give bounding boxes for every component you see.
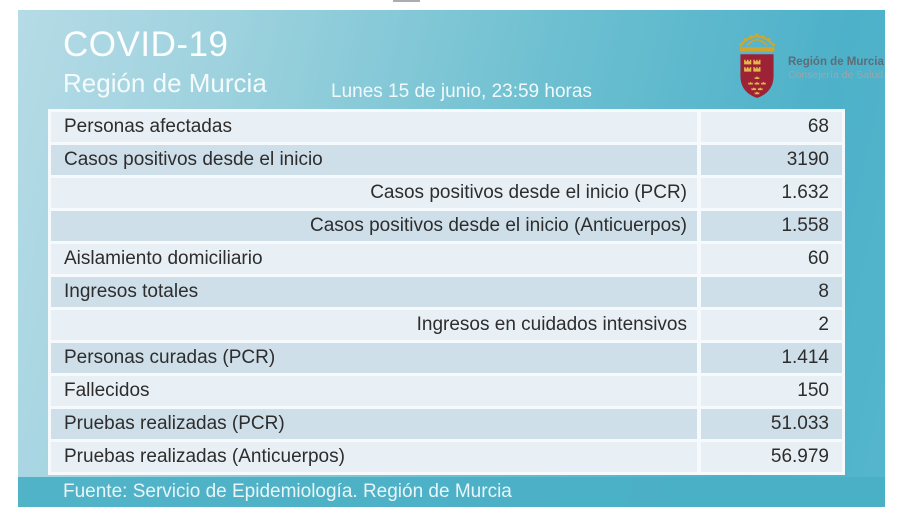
source-text: Fuente: Servicio de Epidemiología. Regió… [63, 481, 512, 502]
row-value: 1.632 [701, 178, 842, 208]
logo-org: Región de Murcia [788, 56, 884, 68]
row-value: 2 [701, 310, 842, 340]
row-value: 60 [701, 244, 842, 274]
table-row: Aislamiento domiciliario 60 [51, 244, 842, 274]
covid-report-card: COVID-19 Región de Murcia Lunes 15 de ju… [18, 10, 885, 507]
row-value: 56.979 [701, 442, 842, 472]
row-value: 1.558 [701, 211, 842, 241]
table-row: Personas curadas (PCR) 1.414 [51, 343, 842, 373]
top-edge-mark [393, 0, 420, 2]
row-label: Ingresos en cuidados intensivos [51, 310, 697, 340]
row-label: Casos positivos desde el inicio [51, 145, 697, 175]
table-row: Ingresos en cuidados intensivos 2 [51, 310, 842, 340]
page-title: COVID-19 [63, 25, 229, 64]
row-label: Aislamiento domiciliario [51, 244, 697, 274]
row-value: 51.033 [701, 409, 842, 439]
row-label: Fallecidos [51, 376, 697, 406]
row-value: 68 [701, 112, 842, 142]
table-row: Pruebas realizadas (Anticuerpos) 56.979 [51, 442, 842, 472]
row-label: Personas afectadas [51, 112, 697, 142]
table-row: Personas afectadas 68 [51, 112, 842, 142]
crowns [748, 76, 766, 95]
table-row: Pruebas realizadas (PCR) 51.033 [51, 409, 842, 439]
row-label: Casos positivos desde el inicio (Anticue… [51, 211, 697, 241]
table-row: Casos positivos desde el inicio (Anticue… [51, 211, 842, 241]
region-subtitle: Región de Murcia [63, 68, 267, 98]
logo-dept: Consejería de Salud [788, 69, 884, 81]
footer-bar: Fuente: Servicio de Epidemiología. Regió… [18, 477, 885, 507]
logo-text: Región de Murcia Consejería de Salud [788, 56, 884, 81]
table-row: Casos positivos desde el inicio 3190 [51, 145, 842, 175]
row-value: 8 [701, 277, 842, 307]
stats-table: Personas afectadas 68 Casos positivos de… [48, 109, 845, 475]
row-label: Personas curadas (PCR) [51, 343, 697, 373]
table-row: Ingresos totales 8 [51, 277, 842, 307]
report-date: Lunes 15 de junio, 23:59 horas [331, 81, 592, 102]
row-label: Pruebas realizadas (PCR) [51, 409, 697, 439]
row-label: Pruebas realizadas (Anticuerpos) [51, 442, 697, 472]
row-value: 1.414 [701, 343, 842, 373]
row-label: Ingresos totales [51, 277, 697, 307]
shield-icon [740, 54, 774, 98]
castles [744, 59, 761, 72]
row-value: 3190 [701, 145, 842, 175]
row-value: 150 [701, 376, 842, 406]
table-row: Fallecidos 150 [51, 376, 842, 406]
row-label: Casos positivos desde el inicio (PCR) [51, 178, 697, 208]
crown-icon [738, 33, 776, 52]
table-row: Casos positivos desde el inicio (PCR) 1.… [51, 178, 842, 208]
coat-of-arms-icon [738, 33, 776, 98]
murcia-logo: Región de Murcia Consejería de Salud [730, 30, 900, 114]
